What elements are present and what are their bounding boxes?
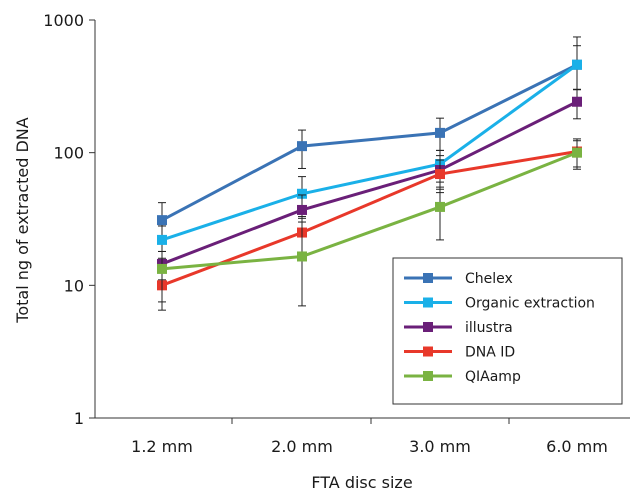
x-axis-title: FTA disc size bbox=[311, 473, 412, 490]
y-tick-label: 1 bbox=[74, 409, 84, 428]
data-point bbox=[435, 201, 445, 212]
data-point bbox=[157, 215, 167, 226]
series-illustra bbox=[157, 88, 582, 281]
axes bbox=[94, 20, 630, 419]
legend-swatch-marker bbox=[423, 371, 433, 381]
data-point bbox=[297, 251, 307, 262]
y-tick-label: 1000 bbox=[43, 11, 84, 30]
y-tick-label: 100 bbox=[53, 144, 84, 163]
series-organic-extraction bbox=[157, 45, 582, 259]
y-tick-label: 10 bbox=[64, 276, 84, 295]
series-chelex bbox=[157, 36, 582, 238]
x-ticks: 1.2 mm 2.0 mm 3.0 mm 6.0 mm bbox=[131, 418, 608, 456]
legend-swatch-marker bbox=[423, 273, 433, 283]
x-tick-label: 2.0 mm bbox=[271, 437, 333, 456]
legend-label: Chelex bbox=[465, 271, 513, 287]
x-tick-label: 3.0 mm bbox=[409, 437, 471, 456]
data-point bbox=[157, 234, 167, 245]
series-line bbox=[161, 63, 578, 222]
data-point bbox=[572, 96, 582, 107]
data-point bbox=[297, 204, 307, 215]
data-point bbox=[297, 141, 307, 152]
data-point bbox=[435, 127, 445, 138]
series-layer bbox=[157, 36, 582, 311]
legend-swatch-marker bbox=[423, 346, 433, 357]
y-axis-title: Total ng of extracted DNA bbox=[13, 117, 32, 323]
series-line bbox=[161, 100, 578, 266]
series-qiaamp bbox=[157, 140, 582, 311]
legend-label: DNA ID bbox=[465, 345, 515, 361]
legend-label: Organic extraction bbox=[465, 296, 595, 312]
legend: Chelex Organic extraction illustra DNA ID QI… bbox=[392, 257, 623, 405]
legend-label: illustra bbox=[465, 320, 513, 336]
legend-swatch-marker bbox=[423, 297, 433, 308]
legend-label: QIAamp bbox=[465, 369, 521, 385]
y-ticks: 1 10 100 1000 bbox=[43, 11, 95, 428]
series-line bbox=[161, 150, 578, 287]
series-line bbox=[161, 151, 578, 271]
data-point bbox=[297, 188, 307, 199]
x-tick-label: 1.2 mm bbox=[131, 437, 193, 456]
series-line bbox=[161, 63, 578, 242]
data-point bbox=[572, 59, 582, 70]
legend-swatch-marker bbox=[423, 322, 433, 332]
data-point bbox=[435, 169, 445, 180]
x-tick-label: 6.0 mm bbox=[546, 437, 608, 456]
data-point bbox=[157, 263, 167, 274]
data-point bbox=[572, 147, 582, 158]
